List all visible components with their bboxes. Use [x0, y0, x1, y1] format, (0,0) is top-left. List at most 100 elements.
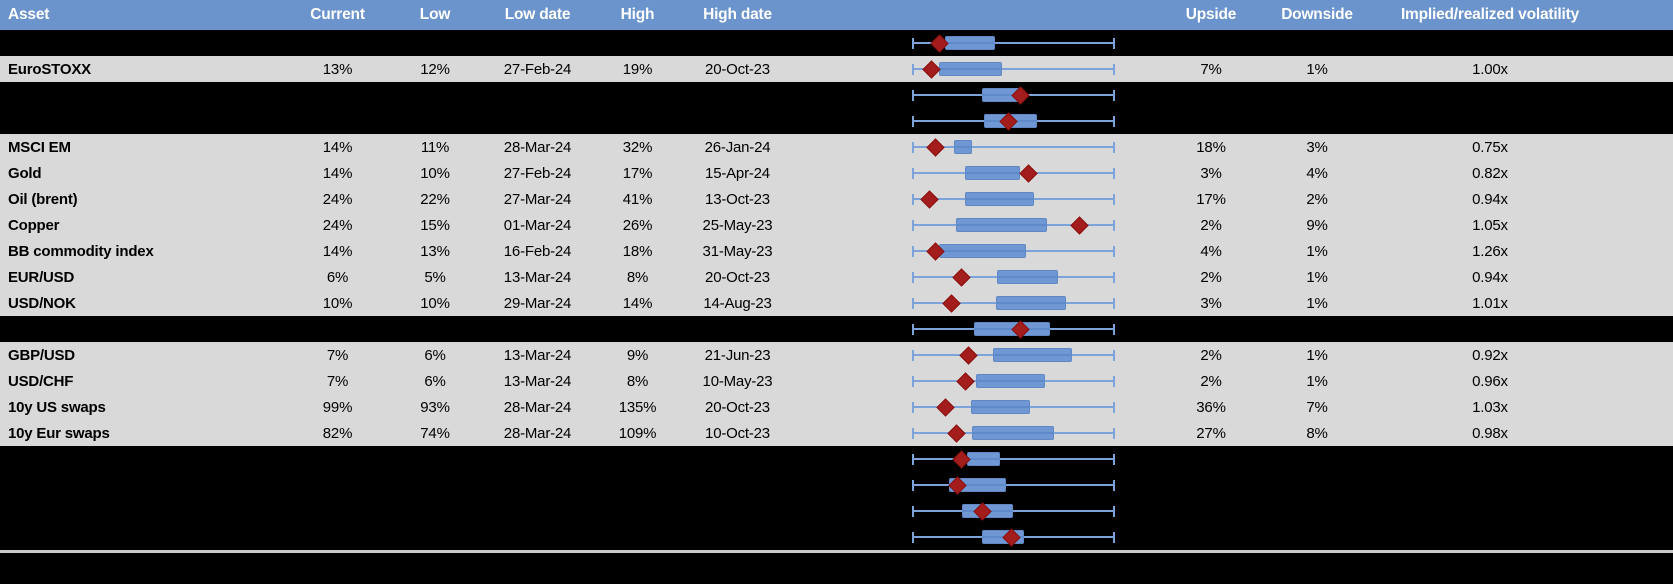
table-row: Copper 24% 15% 01-Mar-24 26% 25-May-23 2… — [0, 212, 1673, 238]
boxplot — [912, 524, 1115, 550]
boxplot-cell — [790, 316, 1150, 342]
col-header-upside: Upside — [1185, 6, 1237, 23]
high-value: 9% — [626, 346, 649, 364]
upside-value: 2% — [1200, 346, 1222, 364]
col-header-current: Current — [310, 6, 365, 23]
boxplot-cell — [790, 290, 1150, 316]
low-value: 15% — [420, 216, 450, 234]
boxplot-cell — [790, 394, 1150, 420]
boxplot-iqr-box — [976, 374, 1045, 388]
boxplot-cell — [790, 238, 1150, 264]
boxplot-min-cap — [912, 297, 914, 309]
high-date-value: 14-Aug-23 — [703, 294, 772, 312]
current-value: 24% — [322, 190, 353, 208]
high-date-value: 31-May-23 — [702, 242, 773, 260]
boxplot-min-cap — [912, 141, 914, 153]
col-header-high: High — [620, 6, 655, 23]
downside-value: 7% — [1306, 398, 1328, 416]
table-row: Oil (brent) 24% 22% 27-Mar-24 41% 13-Oct… — [0, 186, 1673, 212]
col-header-implied-realized: Implied/realized volatility — [1400, 6, 1580, 23]
current-value: 6% — [326, 268, 349, 286]
implied-realized-value: 1.05x — [1472, 216, 1508, 234]
boxplot-cell — [790, 160, 1150, 186]
high-date-value: 25-May-23 — [702, 216, 773, 234]
boxplot-median-line — [976, 380, 1045, 382]
boxplot-whisker-line — [912, 484, 1115, 486]
boxplot-min-cap — [912, 427, 914, 439]
boxplot-max-cap — [1113, 297, 1115, 309]
boxplot-min-cap — [912, 63, 914, 75]
boxplot — [912, 368, 1115, 394]
boxplot-iqr-box — [945, 36, 996, 50]
boxplot-median-line — [939, 68, 1002, 70]
table-row: USD/NOK 10% 10% 29-Mar-24 14% 14-Aug-23 … — [0, 290, 1673, 316]
low-value: 6% — [424, 346, 446, 364]
current-value: 82% — [322, 424, 353, 442]
high-value: 8% — [626, 372, 649, 390]
boxplot-current-marker — [1070, 215, 1089, 235]
boxplot-max-cap — [1113, 271, 1115, 283]
boxplot-max-cap — [1113, 89, 1115, 101]
boxplot-median-line — [948, 484, 1007, 486]
implied-realized-value: 0.96x — [1472, 372, 1508, 390]
boxplot-current-marker — [952, 267, 971, 287]
upside-value: 3% — [1200, 164, 1222, 182]
boxplot-median-line — [965, 198, 1034, 200]
boxplot-iqr-box — [939, 244, 1026, 258]
boxplot-iqr-box — [964, 166, 1021, 180]
upside-value: 18% — [1196, 138, 1226, 156]
low-date-value: 13-Mar-24 — [503, 268, 572, 286]
boxplot-cell — [790, 30, 1150, 56]
boxplot — [912, 264, 1115, 290]
boxplot-cell — [790, 498, 1150, 524]
downside-value: 9% — [1306, 216, 1328, 234]
table-row — [0, 446, 1673, 472]
boxplot-median-line — [981, 94, 1024, 96]
low-value: 13% — [420, 242, 450, 260]
boxplot-median-line — [945, 42, 996, 44]
low-value: 12% — [420, 60, 450, 78]
boxplot-max-cap — [1113, 193, 1115, 205]
boxplot-min-cap — [912, 401, 914, 413]
implied-realized-value: 1.26x — [1472, 242, 1508, 260]
implied-realized-value: 1.03x — [1472, 398, 1508, 416]
high-value: 32% — [622, 138, 653, 156]
boxplot-median-line — [971, 432, 1055, 434]
high-date-value: 10-Oct-23 — [705, 424, 770, 442]
implied-realized-value: 0.82x — [1472, 164, 1508, 182]
boxplot-current-marker — [947, 423, 966, 443]
downside-value: 1% — [1306, 60, 1328, 78]
boxplot — [912, 186, 1115, 212]
boxplot-max-cap — [1113, 427, 1115, 439]
boxplot-iqr-box — [954, 140, 972, 154]
boxplot-max-cap — [1113, 141, 1115, 153]
implied-realized-value: 0.94x — [1472, 268, 1508, 286]
boxplot — [912, 290, 1115, 316]
boxplot-median-line — [970, 406, 1030, 408]
asset-label: 10y Eur swaps — [8, 424, 110, 442]
boxplot-max-cap — [1113, 453, 1115, 465]
boxplot-median-line — [997, 276, 1058, 278]
boxplot-min-cap — [912, 375, 914, 387]
boxplot — [912, 134, 1115, 160]
high-date-value: 26-Jan-24 — [704, 138, 771, 156]
downside-value: 3% — [1306, 138, 1328, 156]
boxplot-max-cap — [1113, 505, 1115, 517]
table-row: GBP/USD 7% 6% 13-Mar-24 9% 21-Jun-23 2% … — [0, 342, 1673, 368]
boxplot-median-line — [964, 172, 1021, 174]
high-date-value: 13-Oct-23 — [705, 190, 770, 208]
boxplot-min-cap — [912, 349, 914, 361]
boxplot — [912, 108, 1115, 134]
current-value: 14% — [322, 242, 353, 260]
upside-value: 2% — [1200, 216, 1222, 234]
boxplot-min-cap — [912, 37, 914, 49]
boxplot-min-cap — [912, 193, 914, 205]
boxplot-max-cap — [1113, 115, 1115, 127]
upside-value: 7% — [1200, 60, 1222, 78]
low-value: 93% — [420, 398, 450, 416]
high-value: 14% — [622, 294, 653, 312]
asset-label: EUR/USD — [8, 268, 75, 286]
upside-value: 4% — [1200, 242, 1222, 260]
col-header-low-date: Low date — [504, 6, 571, 23]
low-value: 11% — [420, 138, 450, 156]
